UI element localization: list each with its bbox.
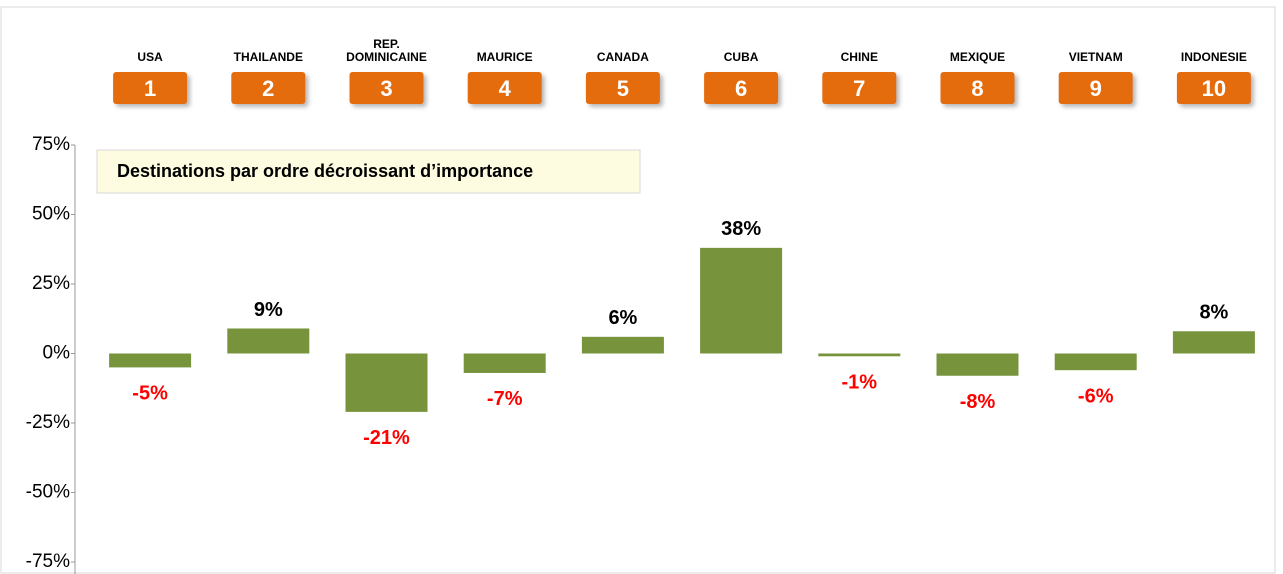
bar [818,353,901,357]
rank-badge [585,72,660,104]
value-label: -5% [132,383,168,405]
value-label: 6% [608,307,637,329]
rank-label: 1 [144,76,156,101]
bar [109,353,192,368]
value-label: -6% [1078,385,1114,407]
rank-badge [467,72,542,104]
rank-label: 8 [971,76,983,101]
value-label: -8% [960,391,996,413]
annotation: Destinations par ordre décroissant d’imp… [117,161,533,181]
rank-label: 2 [262,76,274,101]
rank-badge [113,72,188,104]
rank-label: 7 [853,76,865,101]
value-label: 9% [254,299,283,321]
value-label: -21% [363,427,410,449]
rank-label: 9 [1090,76,1102,101]
rank-label: 3 [380,76,392,101]
category-label: MEXIQUE [949,50,1006,64]
rank-badge [1058,72,1133,104]
category-label: VIETNAM [1068,50,1123,64]
category-label: THAILANDE [233,50,303,64]
rank-label: 4 [499,76,512,101]
y-tick-label: -25% [26,412,70,433]
rank-badge [822,72,897,104]
category-label: REP. DOMINICAINE [346,37,427,64]
category-label: CHINE [840,50,878,64]
rank-badge [231,72,306,104]
rank-label: 5 [617,76,629,101]
category-label: INDONESIE [1180,50,1247,64]
value-label: -1% [842,372,878,394]
rank-badge [1176,72,1251,104]
value-label: 38% [721,218,761,240]
rank-label: 6 [735,76,747,101]
value-label: 8% [1199,302,1228,324]
y-tick-label: -75% [26,551,70,572]
rank-badge [940,72,1015,104]
y-tick-label: 25% [32,273,70,294]
rank-badge [349,72,424,104]
bar [463,353,546,373]
annotation-box [96,149,641,194]
bar [581,336,664,354]
category-label: USA [137,50,163,64]
rank-label: 10 [1202,76,1226,101]
bar [345,353,428,412]
category-label: CUBA [723,50,759,64]
chart-frame [0,6,1276,574]
y-tick-label: 50% [32,204,70,225]
y-tick-label: 75% [32,134,70,155]
y-tick-label: 0% [43,343,71,364]
bar [1054,353,1137,371]
rank-badge [704,72,779,104]
y-tick-label: -50% [26,482,70,503]
bar [936,353,1019,376]
value-label: -7% [487,388,523,410]
category-label: MAURICE [476,50,533,64]
bar [700,247,783,354]
bar [227,328,310,354]
bar [1172,331,1255,354]
category-label: CANADA [596,50,649,64]
